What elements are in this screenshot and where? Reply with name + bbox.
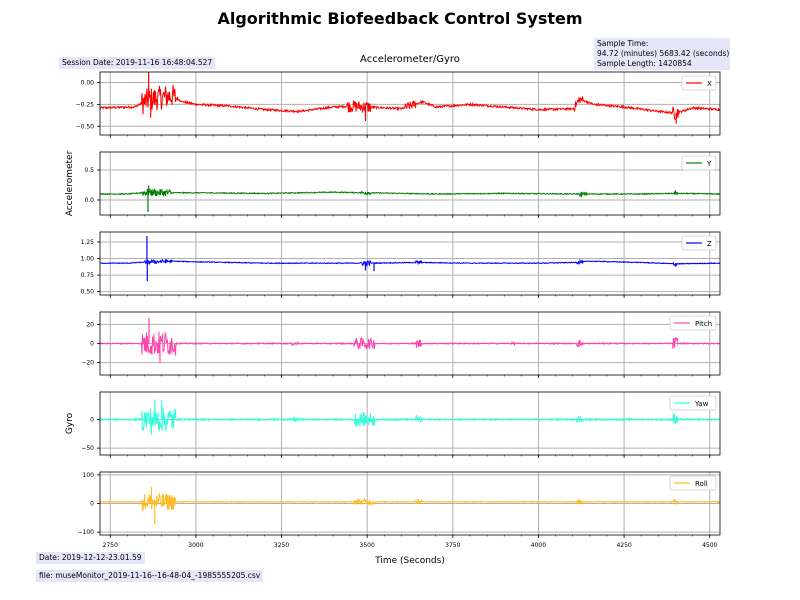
panel-frame [99,71,721,136]
x-tick-label: 2750 [103,542,118,549]
x-tick-label: 4500 [702,542,717,549]
panel-yaw: −50 0 Yaw [81,391,721,458]
panel-pitch: −20 0 20 Pitch [81,311,721,378]
sample-info-box: Sample Time: 94.72 (minutes) 5683.42 (se… [594,38,730,70]
panel-frame [99,471,721,536]
y-tick-label: 1.25 [81,239,95,246]
x-tick-label: 3750 [445,542,460,549]
y-tick-label: −0.25 [76,101,95,108]
sample-time-value: 94.72 (minutes) 5683.42 (seconds) [597,49,730,58]
panel-frame [99,391,721,456]
series-line-y [100,187,720,198]
chart-subtitle: Accelerometer/Gyro [360,54,460,65]
panel-frame [99,151,721,216]
panel-z: 0.50 0.75 1.00 1.25 Z [81,231,721,298]
sample-length-text: Sample Length: 1420854 [597,59,692,68]
legend-label: Roll [695,480,708,488]
legend-label: Yaw [694,400,709,408]
x-tick-label: 3250 [274,542,289,549]
panel-frame [99,311,721,376]
x-tick-label: 3000 [188,542,203,549]
file-name-box: file: museMonitor_2019-11-16--16-48-04_-… [36,570,264,582]
legend-label: Pitch [695,320,712,328]
series-line-x [100,84,720,120]
panel-frame [99,231,721,296]
report-date-box: Date: 2019-12-12-23.01.59 [36,552,145,564]
legend-label: Y [706,160,712,168]
y-axis-label: Gyro [65,412,75,434]
y-tick-label: 0 [90,501,94,508]
y-tick-label: 0.50 [81,289,95,296]
session-date-text: Session Date: 2019-11-16 16:48:04.527 [62,58,213,67]
x-axis-label: Time (Seconds) [374,556,445,566]
x-tick-label: 4000 [531,542,546,549]
y-tick-label: 0 [90,416,94,423]
legend-box [669,395,717,411]
series-line-yaw [100,407,720,432]
y-tick-label: 1.00 [81,256,95,263]
series-line-z [100,258,720,268]
legend-box [669,315,717,331]
x-tick-label: 3500 [360,542,375,549]
session-date-box: Session Date: 2019-11-16 16:48:04.527 [59,57,216,69]
legend-label: X [707,80,712,88]
y-tick-label: 100 [83,472,95,479]
y-tick-label: 0.0 [84,197,94,204]
series-line-roll [100,493,720,512]
y-tick-label: −20 [81,360,94,367]
legend-box [669,475,717,491]
x-tick-label: 4250 [616,542,631,549]
sample-time-label: Sample Time: [597,39,649,48]
y-axis-label: Accelerometer [65,150,75,216]
legend-label: Z [707,240,712,248]
panel-x: −0.50 −0.25 0.00 X [76,71,721,138]
y-tick-label: 0.5 [84,167,94,174]
panel-roll: 2750 3000 3250 3500 3750 4000 4250 4500 −100 0 100… [78,471,721,549]
panel-y: 0.0 0.5 Y [84,151,721,218]
y-tick-label: 20 [86,321,94,328]
y-tick-label: −50 [81,445,94,452]
file-name-text: file: museMonitor_2019-11-16--16-48-04_-… [39,571,261,580]
y-tick-label: −100 [78,529,95,536]
report-date-text: Date: 2019-12-12-23.01.59 [39,553,142,562]
y-tick-label: 0 [90,341,94,348]
y-tick-label: −0.50 [76,123,95,130]
chart-title: Algorithmic Biofeedback Control System [217,9,583,28]
y-tick-label: 0.00 [81,80,95,87]
y-tick-label: 0.75 [81,272,95,279]
series-line-pitch [100,331,720,356]
